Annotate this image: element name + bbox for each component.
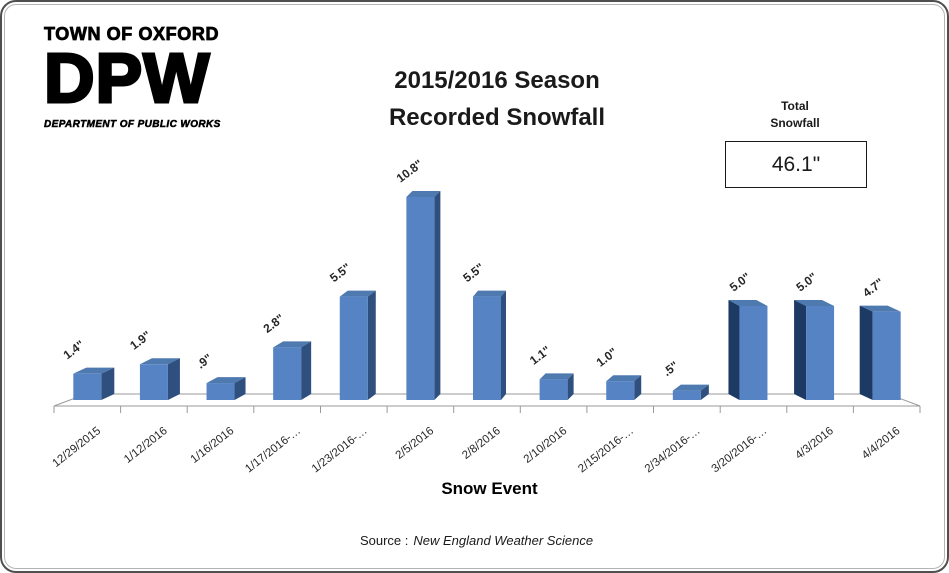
logo-town-text: TOWN OF OXFORD (44, 24, 220, 45)
bar-column (672, 384, 709, 400)
bar-side-face (728, 300, 740, 400)
total-snowfall-label-line1: Total (781, 99, 809, 113)
x-axis-label: 12/29/2015 (50, 425, 103, 470)
bar-value-label: 5.5" (327, 260, 353, 285)
x-axis-label: 1/16/2016 (189, 425, 237, 466)
bar-front-face (339, 296, 368, 400)
total-snowfall-value: 46.1" (771, 152, 821, 176)
logo-department-text: DEPARTMENT OF PUBLIC WORKS (44, 118, 221, 130)
bar-column (539, 373, 574, 400)
total-snowfall-label-line2: Snowfall (770, 115, 820, 130)
x-axis-label: 4/4/2016 (860, 425, 903, 462)
x-axis-title: Snow Event (441, 479, 538, 498)
bar-top-face (406, 190, 441, 197)
source-name: New England Weather Science (413, 533, 594, 548)
bar-side-face (501, 290, 506, 400)
bar-front-face (539, 379, 568, 400)
source-prefix: Source : (359, 533, 409, 548)
bar-column (728, 300, 768, 400)
bar-value-label: 1.1" (527, 343, 553, 368)
dpw-logo: TOWN OF OXFORD DPW DEPARTMENT OF PUBLIC … (43, 24, 221, 130)
bar-column (473, 290, 506, 400)
bar-front-face (672, 390, 701, 400)
bar-side-face (567, 373, 574, 400)
bar-top-face (206, 377, 246, 384)
bar-side-face (167, 358, 180, 400)
bar-front-face (606, 381, 635, 400)
total-snowfall-label: Total Snowfall (725, 98, 865, 132)
x-axis-label: 2/34/2016-… (643, 425, 703, 475)
bar-top-face (794, 300, 835, 306)
bar-front-face (872, 311, 901, 400)
bar-column (606, 375, 642, 400)
x-axis-label: 1/23/2016-… (310, 425, 370, 475)
bar-column (406, 190, 441, 400)
bar-side-face (434, 190, 441, 400)
bar-side-face (700, 384, 709, 400)
bar-side-face (859, 305, 873, 400)
bar-value-label: 5.0" (793, 270, 819, 295)
total-snowfall-value-box: 46.1" (725, 141, 867, 188)
bar-value-label: 1.0" (594, 345, 620, 370)
x-axis-label: 2/8/2016 (460, 425, 503, 462)
bar-top-face (473, 290, 506, 297)
bar-top-face (339, 290, 376, 297)
bar-value-label: .9" (194, 351, 215, 372)
bar-front-face (406, 196, 435, 400)
chart-title-line1: 2015/2016 Season (394, 67, 600, 94)
x-axis-label: 3/20/2016-… (710, 425, 770, 475)
bar-value-label: .5" (660, 358, 681, 379)
bar-value-label: 4.7" (860, 275, 886, 300)
bar-top-face (273, 341, 312, 348)
bar-top-face (606, 375, 642, 382)
bar-column (859, 305, 901, 400)
bar-side-face (367, 290, 376, 400)
bar-value-label: 5.5" (460, 260, 486, 285)
bar-front-face (739, 306, 768, 400)
bar-side-face (794, 300, 807, 400)
x-axis-label: 2/15/2016-… (576, 425, 636, 475)
bar-top-face (672, 384, 709, 391)
logo-acronym: DPW (43, 39, 211, 117)
bar-top-face (139, 358, 180, 365)
bar-column (139, 358, 180, 400)
bar-top-face (73, 367, 115, 374)
bar-value-label: 5.0" (727, 270, 753, 295)
bar-top-face (728, 300, 768, 306)
bar-top-face (859, 305, 901, 312)
bar-column (206, 377, 246, 400)
bar-side-face (301, 341, 312, 400)
x-axis-label: 2/5/2016 (394, 425, 437, 462)
x-axis-label: 2/10/2016 (522, 425, 570, 466)
bar-column (273, 341, 312, 400)
bar-front-face (73, 373, 102, 400)
x-axis-label: 4/3/2016 (793, 425, 836, 462)
bar-value-label: 1.4" (61, 337, 87, 362)
bar-value-label: 1.9" (127, 328, 153, 353)
bar-side-face (234, 377, 246, 400)
bar-value-label: 10.8" (394, 157, 426, 186)
bar-column (339, 290, 376, 400)
bar-front-face (273, 347, 302, 400)
chart-title-line2: Recorded Snowfall (388, 104, 606, 132)
x-axis-label: 1/12/2016 (122, 425, 170, 466)
source-line: Source : New England Weather Science (2, 533, 947, 548)
bar-front-face (139, 364, 168, 400)
bar-column (794, 300, 835, 400)
x-axis-label: 1/17/2016-… (243, 425, 303, 475)
chart-title: 2015/2016 Season Recorded Snowfall (307, 62, 687, 136)
bar-side-face (101, 367, 115, 400)
bar-side-face (634, 375, 642, 400)
bar-top-face (539, 373, 574, 380)
bar-front-face (206, 383, 235, 400)
bar-front-face (806, 306, 835, 400)
bar-column (73, 367, 115, 400)
bar-value-label: 2.8" (261, 311, 287, 336)
bar-front-face (473, 296, 501, 400)
